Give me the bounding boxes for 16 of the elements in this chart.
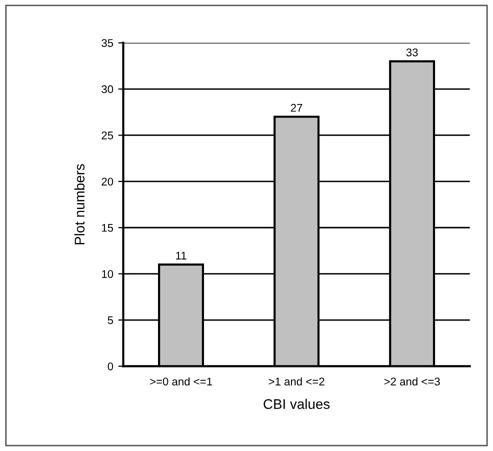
x-axis-title: CBI values <box>264 398 330 409</box>
data-label: 33 <box>406 48 418 56</box>
x-tick-label: >1 and <=2 <box>268 377 324 386</box>
y-tick-label: 30 <box>102 85 114 94</box>
y-tick-label: 0 <box>108 362 114 370</box>
data-label: 27 <box>290 104 302 112</box>
x-tick-label: >=0 and <=1 <box>150 377 212 386</box>
y-tick-label: 15 <box>102 224 114 232</box>
y-tick-label: 20 <box>102 178 114 186</box>
y-axis-title: Plot numbers <box>74 164 85 244</box>
y-tick-label: 5 <box>108 316 114 324</box>
x-tick-label: >2 and <=3 <box>384 377 440 386</box>
y-tick-label: 10 <box>102 270 114 278</box>
y-tick-label: 35 <box>102 39 114 47</box>
data-label: 11 <box>176 252 186 260</box>
y-tick-label: 25 <box>102 132 114 140</box>
